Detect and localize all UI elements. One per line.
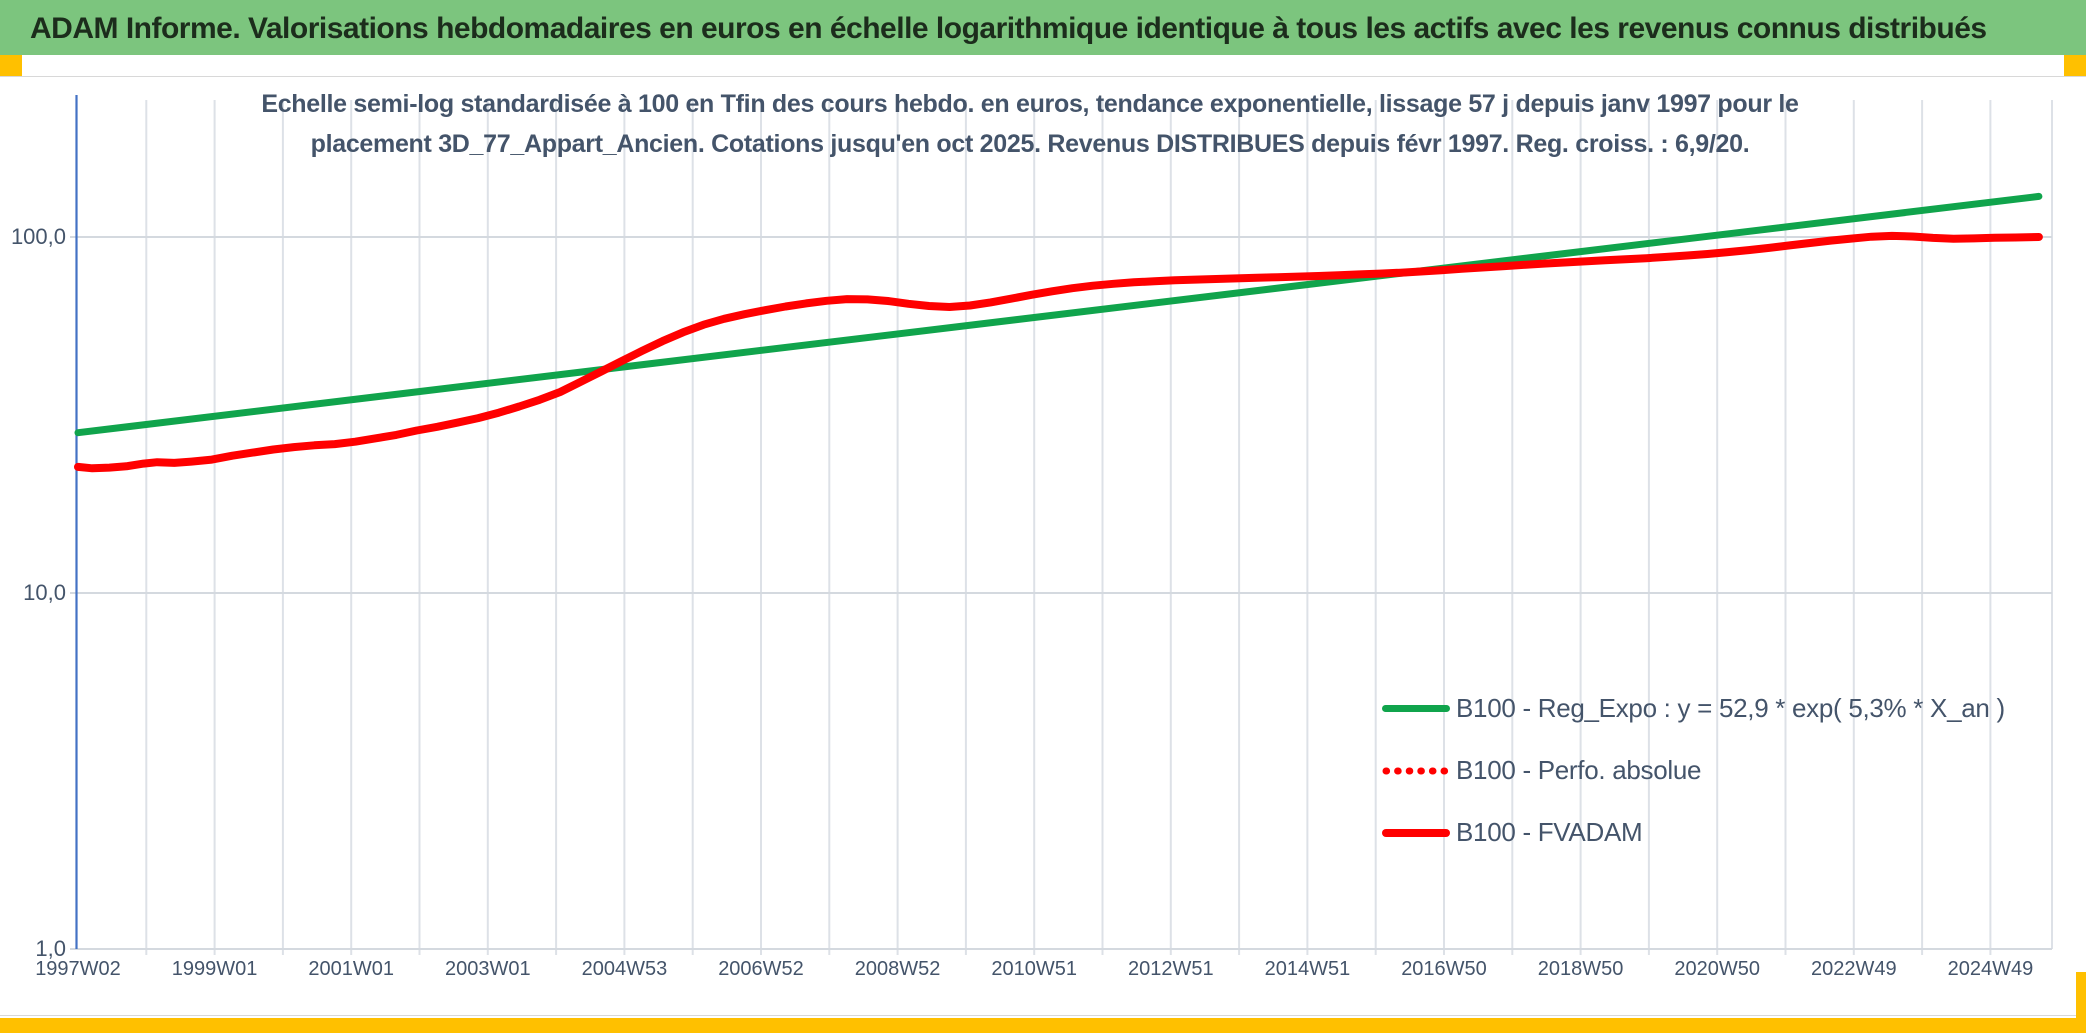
legend-line-sample-red-dotted [1382, 764, 1450, 778]
x-axis-tick-label: 2003W01 [444, 958, 531, 980]
chart-title-line2: placement 3D_77_Appart_Ancien. Cotations… [310, 130, 1750, 158]
series-line-Reg_Expo [74, 192, 2043, 437]
chart-legend: B100 - Reg_Expo : y = 52,9 * exp( 5,3% *… [1382, 688, 2005, 874]
x-axis-tick-label: 2020W50 [1674, 958, 1760, 980]
x-axis-tick-label: 2024W49 [1947, 958, 2034, 980]
x-axis-tick-label: 1997W02 [35, 958, 121, 980]
x-axis-tick-label: 1999W01 [171, 958, 258, 980]
series-line-Perfo. [74, 232, 2043, 472]
x-axis-tick-label: 2022W49 [1810, 958, 1897, 980]
series-line-FVADAM [74, 231, 2043, 473]
x-axis-tick-label: 2008W52 [854, 958, 941, 980]
x-axis-tick-label: 2014W51 [1264, 958, 1351, 980]
worksheet-cell-top-left [0, 55, 22, 76]
x-axis-tick-label: 2012W51 [1127, 958, 1214, 980]
plot-area [70, 95, 2053, 955]
worksheet-cell-top-right [2064, 55, 2086, 76]
worksheet-cell-bottom-right [2076, 972, 2086, 1018]
chart-title-line1: Echelle semi-log standardisée à 100 en T… [261, 90, 1799, 118]
legend-label: B100 - FVADAM [1456, 817, 1643, 847]
x-axis-tick-label: 2004W53 [581, 958, 668, 980]
legend-item-perfo-absolue: B100 - Perfo. absolue [1382, 750, 2005, 791]
y-axis-tick-label: 10,0 [23, 580, 66, 605]
y-axis-tick-label: 1,0 [35, 936, 66, 961]
legend-label: B100 - Perfo. absolue [1456, 755, 1702, 785]
x-axis-tick-label: 2016W50 [1401, 958, 1487, 980]
header-title: ADAM Informe. Valorisations hebdomadaire… [30, 12, 1987, 45]
y-axis-tick-label: 100,0 [10, 224, 66, 249]
legend-line-sample-green [1382, 705, 1450, 712]
legend-label: B100 - Reg_Expo : y = 52,9 * exp( 5,3% *… [1456, 693, 2005, 723]
legend-line-sample-red-solid [1382, 828, 1450, 837]
worksheet-row-bottom [0, 1018, 2086, 1033]
chart-title: Echelle semi-log standardisée à 100 en T… [250, 84, 1810, 164]
legend-item-fvadam: B100 - FVADAM [1382, 812, 2005, 853]
x-axis-tick-label: 2010W51 [991, 958, 1077, 980]
x-axis-tick-label: 2001W01 [308, 958, 394, 980]
header-bar: ADAM Informe. Valorisations hebdomadaire… [0, 0, 2086, 55]
legend-item-reg-expo: B100 - Reg_Expo : y = 52,9 * exp( 5,3% *… [1382, 688, 2005, 729]
x-axis-tick-label: 2006W52 [718, 958, 804, 980]
x-axis-tick-label: 2018W50 [1537, 958, 1624, 980]
